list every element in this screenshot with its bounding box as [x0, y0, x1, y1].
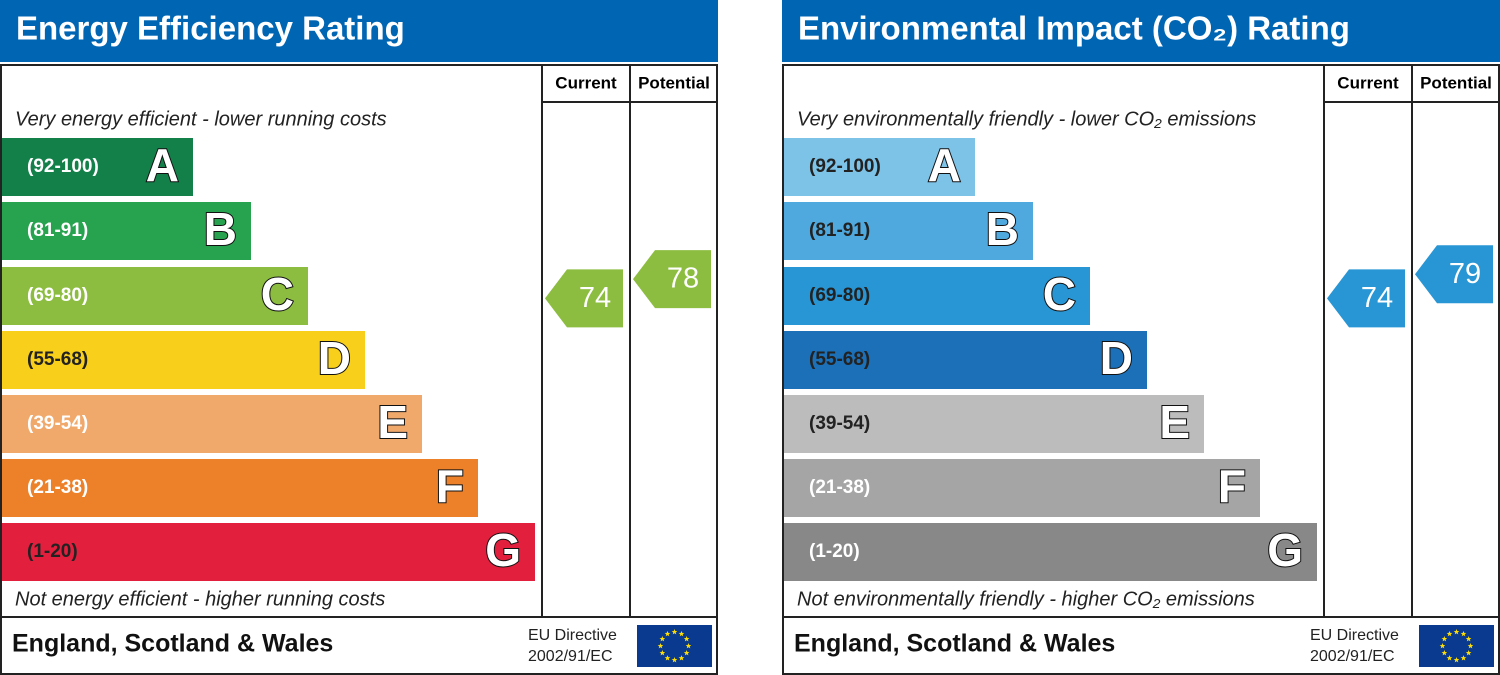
eu-star	[659, 650, 666, 656]
band-bar	[2, 331, 365, 389]
eu-star	[1465, 636, 1472, 642]
title-bar	[782, 0, 1500, 62]
band-range: (92-100)	[809, 156, 881, 177]
eu-star	[678, 630, 685, 637]
current-arrow	[1327, 269, 1405, 328]
band-range: (81-91)	[809, 220, 870, 241]
title-bar	[0, 0, 718, 62]
band-bar	[784, 459, 1260, 517]
eu-star	[1460, 630, 1467, 637]
footer-region: England, Scotland & Wales	[12, 630, 333, 658]
band-range: (55-68)	[27, 349, 88, 370]
band-letter: A	[928, 139, 961, 191]
band-range: (55-68)	[809, 349, 870, 370]
eu-star	[1446, 655, 1453, 661]
bottom-note: Not environmentally friendly - higher CO…	[797, 588, 1255, 610]
potential-value: 78	[667, 263, 699, 295]
band-bar	[784, 267, 1090, 325]
eu-star	[683, 650, 690, 656]
rating-panel: Energy Efficiency Rating Current Potential…	[0, 0, 718, 675]
eu-star	[1441, 636, 1448, 642]
band-bar	[2, 523, 535, 581]
current-header: Current	[555, 73, 617, 92]
band-bar	[2, 395, 422, 453]
panel-title: Environmental Impact (CO₂) Rating	[798, 10, 1350, 47]
directive-line: EU Directive	[1310, 627, 1399, 644]
band-letter: D	[318, 332, 351, 384]
band-bar	[784, 138, 975, 196]
band-letter: G	[1267, 524, 1303, 576]
eu-star	[1439, 643, 1446, 649]
band-letter: A	[146, 139, 179, 191]
band-bar	[784, 523, 1317, 581]
potential-value: 79	[1449, 258, 1481, 290]
potential-header: Potential	[1420, 73, 1492, 92]
band-letter: B	[204, 203, 237, 255]
band-range: (1-20)	[27, 541, 78, 562]
eu-star	[1453, 629, 1460, 635]
band-range: (39-54)	[27, 413, 88, 434]
band-bar	[784, 395, 1204, 453]
band-letter: D	[1100, 332, 1133, 384]
current-value: 74	[579, 282, 611, 314]
band-bar	[784, 202, 1033, 260]
directive-line: 2002/91/EC	[1310, 648, 1395, 665]
top-note: Very energy efficient - lower running co…	[15, 108, 387, 130]
panel-title: Energy Efficiency Rating	[16, 10, 405, 47]
band-range: (1-20)	[809, 541, 860, 562]
eu-star	[664, 655, 671, 661]
eu-star	[671, 629, 678, 635]
eu-star	[671, 657, 678, 663]
band-letter: G	[485, 524, 521, 576]
band-letter: C	[261, 268, 294, 320]
current-header: Current	[1337, 73, 1399, 92]
footer-region: England, Scotland & Wales	[794, 630, 1115, 658]
eu-star	[1441, 650, 1448, 656]
directive-line: 2002/91/EC	[528, 648, 613, 665]
directive-line: EU Directive	[528, 627, 617, 644]
eu-star	[1446, 630, 1453, 637]
potential-arrow	[633, 250, 711, 309]
band-range: (21-38)	[27, 477, 88, 498]
bottom-note: Not energy efficient - higher running co…	[15, 588, 385, 610]
panel-frame	[0, 64, 718, 675]
panel-frame	[782, 64, 1500, 675]
band-letter: F	[436, 460, 464, 512]
eu-star	[1467, 643, 1474, 649]
current-arrow	[545, 269, 623, 328]
band-letter: E	[377, 396, 408, 448]
band-bar	[2, 267, 308, 325]
eu-star	[657, 643, 664, 649]
eu-star	[664, 630, 671, 637]
eu-star	[683, 636, 690, 642]
band-range: (21-38)	[809, 477, 870, 498]
band-letter: C	[1043, 268, 1076, 320]
band-bar	[2, 138, 193, 196]
band-letter: B	[986, 203, 1019, 255]
band-letter: E	[1159, 396, 1190, 448]
potential-arrow	[1415, 245, 1493, 304]
eu-star	[1460, 655, 1467, 661]
band-range: (81-91)	[27, 220, 88, 241]
band-range: (39-54)	[809, 413, 870, 434]
eu-star	[1453, 657, 1460, 663]
band-range: (69-80)	[27, 285, 88, 306]
band-bar	[2, 459, 478, 517]
band-range: (92-100)	[27, 156, 99, 177]
band-bar	[784, 331, 1147, 389]
eu-star	[685, 643, 692, 649]
band-range: (69-80)	[809, 285, 870, 306]
rating-panel: Environmental Impact (CO₂) Rating Current…	[782, 0, 1500, 675]
eu-star	[678, 655, 685, 661]
eu-star	[659, 636, 666, 642]
potential-header: Potential	[638, 73, 710, 92]
top-note: Very environmentally friendly - lower CO…	[797, 108, 1256, 130]
eu-star	[1465, 650, 1472, 656]
current-value: 74	[1361, 282, 1393, 314]
band-bar	[2, 202, 251, 260]
band-letter: F	[1218, 460, 1246, 512]
